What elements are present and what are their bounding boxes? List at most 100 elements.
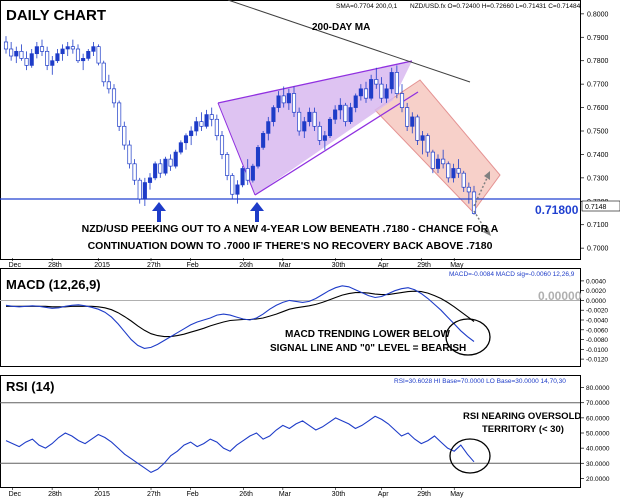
x-tick-label: 27th	[147, 262, 161, 269]
candle	[466, 182, 471, 204]
dotted-down-arrow-head	[483, 227, 491, 236]
candle-body	[209, 114, 214, 120]
macd-annotation-line-1: MACD TRENDING LOWER BELOW	[285, 329, 451, 340]
candle-body	[178, 142, 183, 153]
candle-body	[127, 144, 132, 165]
price-annotation-line-1: NZD/USD PEEKING OUT TO A NEW 4-YEAR LOW …	[82, 223, 499, 235]
rsi-highlight-circle	[449, 438, 491, 474]
last-price-box	[581, 200, 620, 212]
candle-body	[461, 172, 466, 188]
candle	[194, 116, 199, 136]
rsi-title: RSI (14)	[6, 379, 54, 394]
rsi-axis: 80.0000 70.0000 60.0000 50.0000 40.0000 30.00…	[580, 385, 610, 483]
candle-body	[173, 151, 178, 167]
candle-body	[425, 135, 430, 153]
candle	[24, 51, 29, 71]
candle-body	[307, 111, 312, 122]
candle	[209, 107, 214, 127]
candle-body	[302, 121, 307, 132]
price-tick-label: 0.7500	[587, 129, 609, 136]
candle	[219, 131, 225, 160]
candle	[189, 126, 194, 146]
macd-title: MACD (12,26,9)	[6, 277, 101, 292]
macd-tick-label: -0.0060	[586, 327, 608, 334]
candle-body	[441, 158, 446, 165]
candle	[250, 163, 255, 183]
candle-body	[235, 184, 240, 195]
candle	[153, 161, 158, 181]
price-tick-label: 0.7700	[587, 82, 609, 89]
candle-body	[168, 158, 173, 167]
candle-body	[111, 88, 117, 104]
candle-body	[343, 104, 348, 122]
candle	[363, 81, 369, 103]
candle-body	[163, 158, 168, 174]
candle-body	[435, 158, 441, 169]
candle-body	[338, 104, 343, 111]
price-axis: 0.8000 0.7900 0.7800 0.7700 0.7600 0.7500 0.74…	[580, 11, 609, 253]
candle	[399, 84, 405, 113]
candle-body	[189, 130, 194, 137]
rsi-panel: RSI (14) RSI=30.6028 HI Base=70.0000 LO …	[0, 375, 581, 488]
candle	[3, 36, 9, 54]
candle	[430, 149, 435, 174]
candle	[137, 177, 142, 204]
wedge-upper-line	[217, 60, 413, 104]
candle	[29, 49, 34, 68]
macd-panel: MACD (12,26,9) MACD=-0.0084 MACD sig=-0.…	[0, 268, 582, 367]
wedge-area	[218, 61, 412, 195]
candle-body	[153, 163, 158, 179]
dotted-down-arrow-line	[473, 210, 486, 230]
candle	[178, 140, 183, 155]
candle-body	[312, 111, 317, 127]
candle	[230, 173, 235, 199]
candle	[19, 44, 24, 61]
macd-tick-label: 0.0000	[586, 298, 606, 305]
candle	[70, 39, 75, 54]
candle	[451, 163, 456, 183]
candle-body	[45, 50, 50, 66]
candle	[45, 46, 50, 71]
candle	[327, 116, 333, 139]
candle-body	[363, 88, 369, 99]
price-x-axis: Dec 28th 2015 27th Feb 26th Mar 30th Apr 29th May	[9, 258, 464, 269]
candle	[39, 39, 45, 57]
candle-body	[101, 62, 106, 83]
candle	[317, 121, 322, 146]
candle	[204, 109, 209, 129]
candle-body	[369, 79, 374, 99]
candle-body	[9, 48, 14, 57]
candle-body	[86, 50, 91, 59]
candle-body	[430, 151, 435, 169]
candle	[117, 100, 122, 131]
price-panel: 200-DAY MA DAILY CHART SMA=0.7704 200,0,…	[0, 0, 581, 260]
candle-body	[297, 111, 302, 132]
x-tick-label: Feb	[187, 262, 199, 269]
candle-body	[245, 168, 250, 181]
x-tick-label: 28th	[48, 262, 62, 269]
candle-body	[65, 46, 70, 50]
candle	[75, 44, 81, 64]
candle	[471, 185, 477, 215]
candle	[214, 114, 219, 141]
ma-200-label: 200-DAY MA	[312, 22, 370, 33]
candle-body	[219, 135, 225, 155]
candle-body	[420, 135, 425, 141]
candle	[60, 44, 65, 61]
candle	[266, 116, 271, 141]
candle	[384, 84, 389, 103]
candle	[312, 107, 317, 131]
sma-info: SMA=0.7704 200,0,1	[336, 3, 398, 10]
candle	[291, 86, 297, 117]
candle	[358, 84, 363, 101]
last-price-value: 0.7148	[585, 204, 607, 211]
x-tick-label: Apr	[378, 262, 390, 269]
candle	[50, 56, 55, 75]
x-tick-label: 28th	[48, 491, 62, 498]
candle-body	[415, 116, 420, 141]
x-tick-label: Apr	[378, 491, 390, 498]
price-tick-label: 0.7900	[587, 35, 609, 42]
candle-body	[410, 116, 415, 127]
candle	[34, 41, 39, 59]
